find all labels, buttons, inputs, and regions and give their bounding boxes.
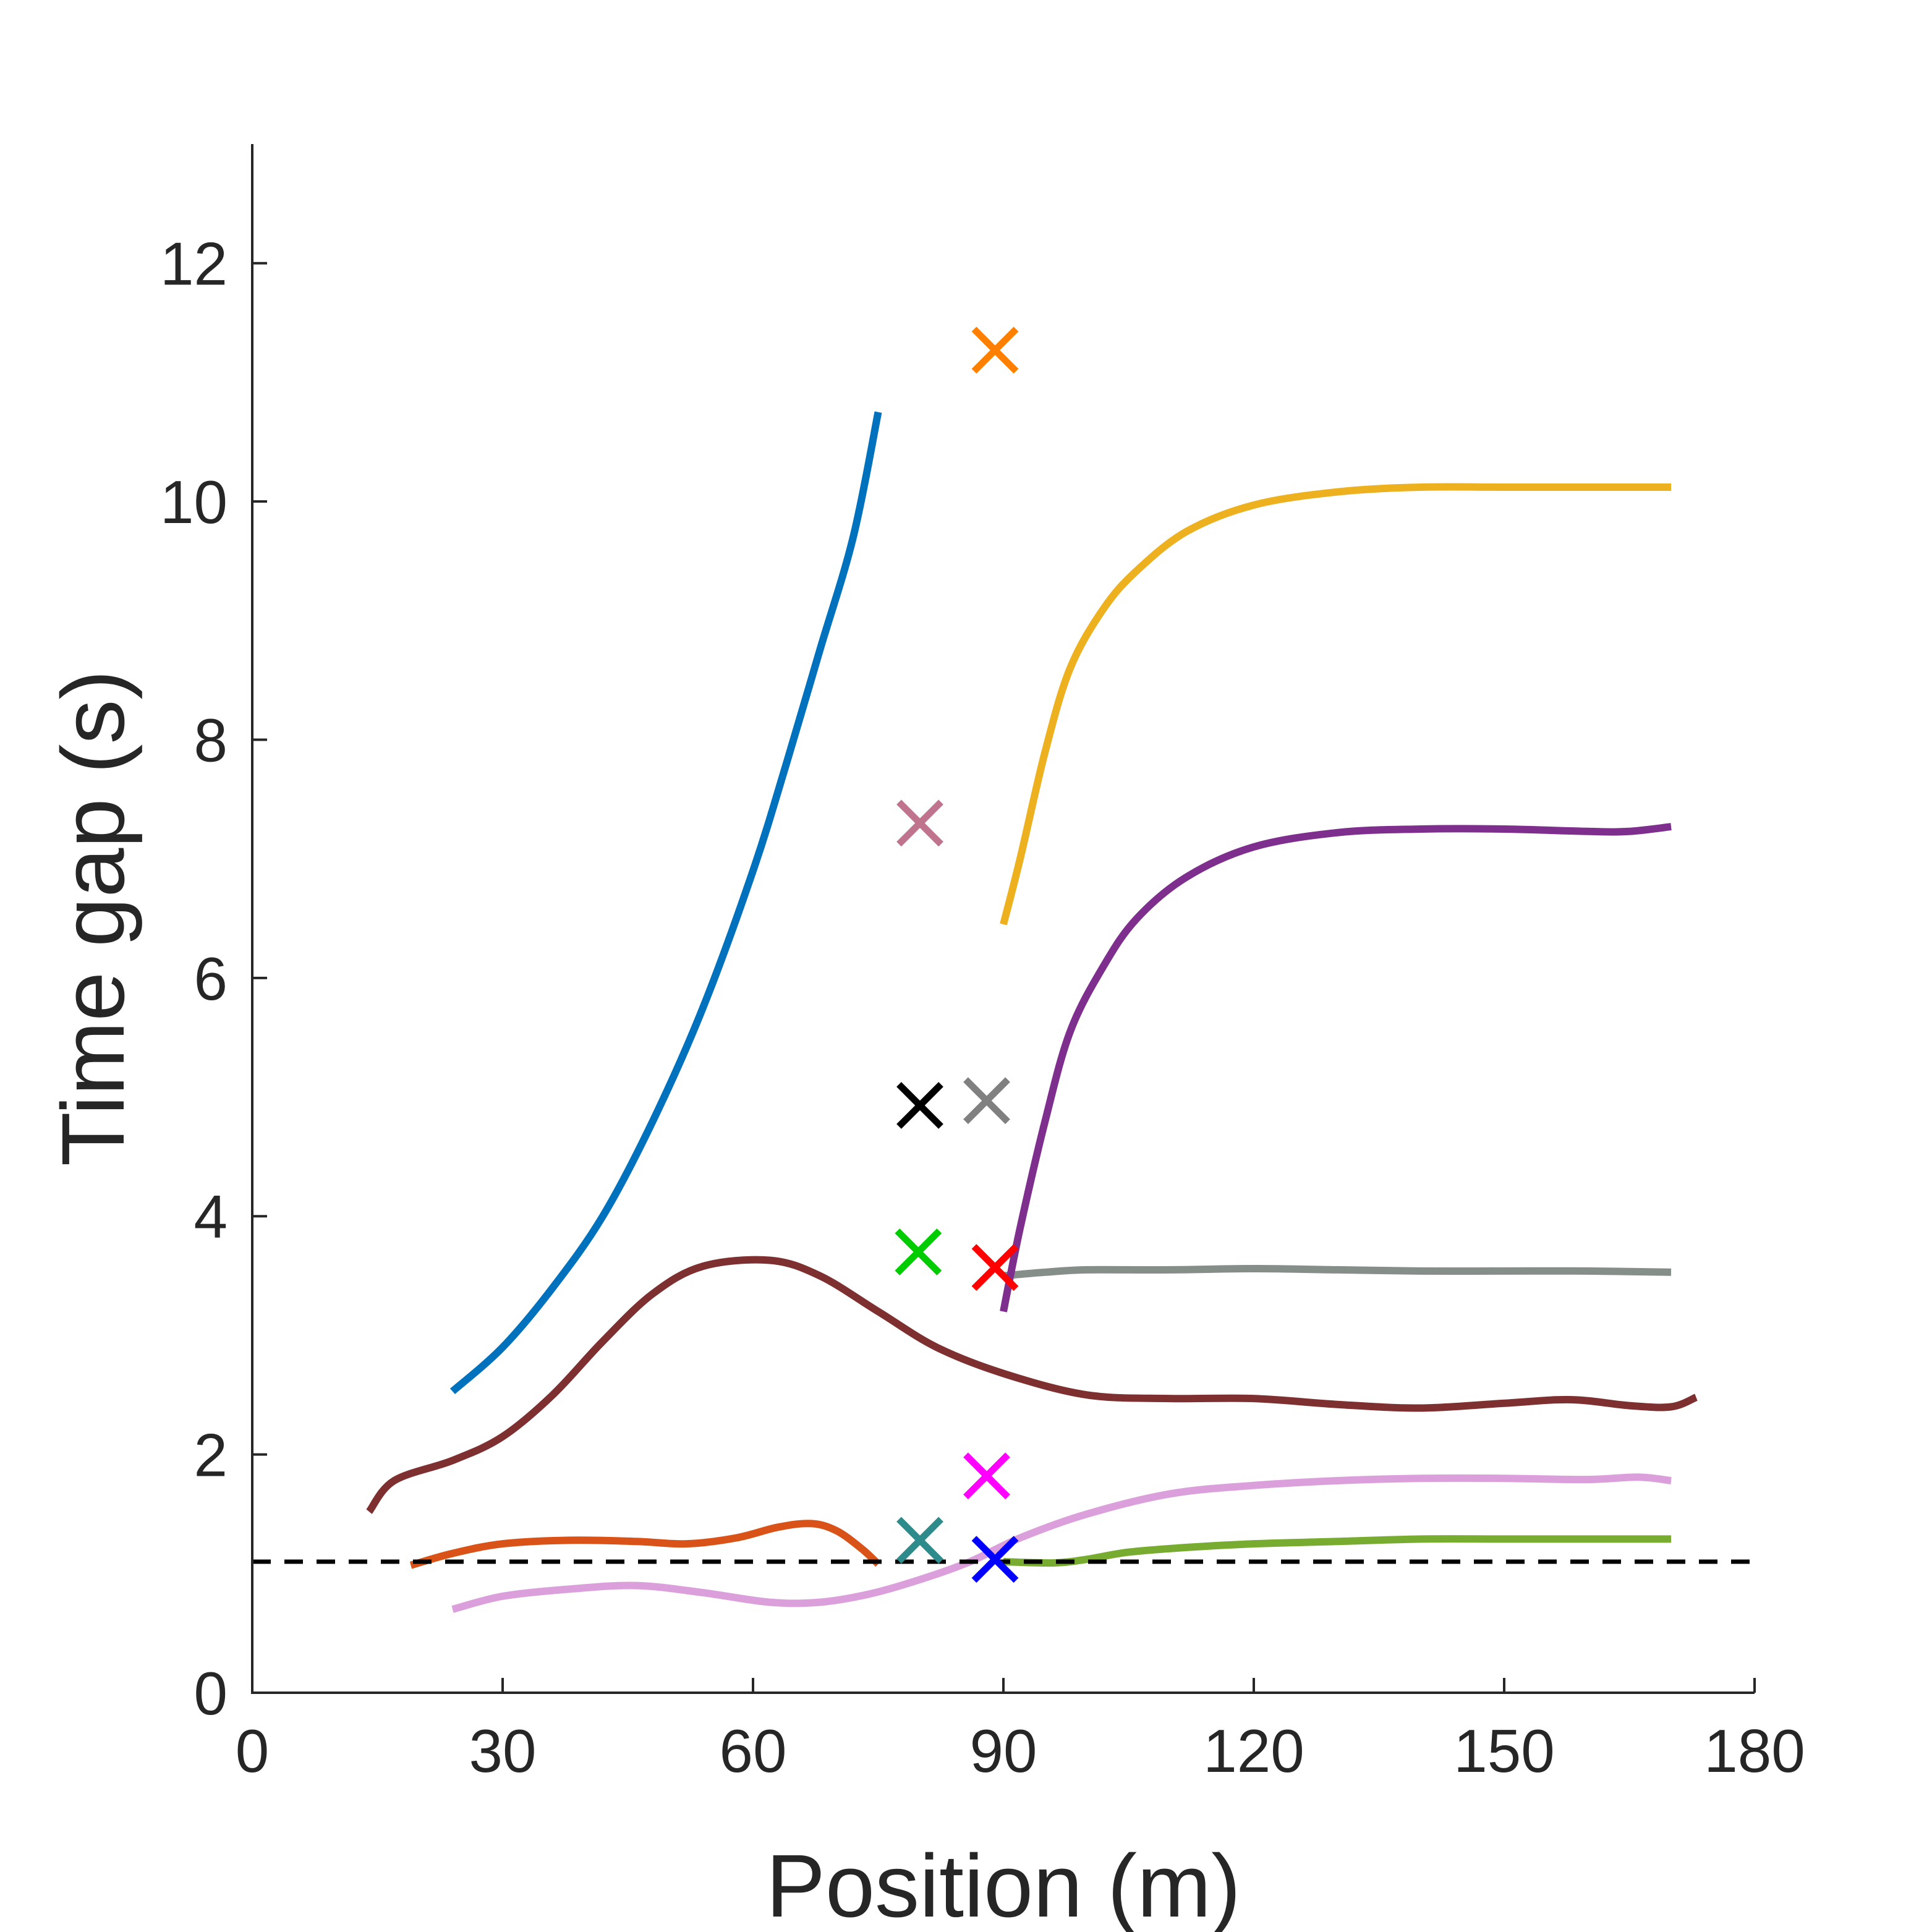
series-line-8 [1000,483,1671,926]
y-tick-label-12: 12 [160,230,228,298]
series-line-5 [1003,1535,1671,1567]
y-tick-label-2: 2 [194,1421,228,1489]
x-axis-label: Position (m) [766,1836,1241,1932]
x-marker-9 [971,1536,1019,1583]
series-line-1 [450,411,882,1395]
series-line-7 [1000,823,1672,1313]
x-marker-7 [963,1452,1010,1500]
x-marker-1 [971,326,1019,374]
x-tick-label-180: 180 [1704,1717,1805,1785]
x-tick-label-90: 90 [969,1717,1037,1785]
y-tick-label-0: 0 [194,1659,228,1727]
x-marker-4 [963,1077,1010,1125]
x-tick-label-120: 120 [1203,1717,1304,1785]
x-marker-3 [896,1082,943,1129]
x-tick-label-0: 0 [236,1717,270,1785]
x-marker-5 [895,1228,942,1275]
x-tick-label-30: 30 [469,1717,536,1785]
series-line-2 [366,1256,1698,1514]
x-marker-6 [971,1244,1019,1291]
y-tick-label-8: 8 [194,706,228,774]
x-marker-8 [896,1517,943,1564]
plot-area [252,326,1755,1613]
x-tick-label-150: 150 [1453,1717,1555,1785]
series-line-6 [1003,1265,1672,1280]
x-marker-2 [896,799,943,847]
y-tick-label-6: 6 [194,945,228,1013]
y-tick-label-4: 4 [194,1183,228,1251]
ticks: 0 30 60 90 120 150 180 0 2 4 6 8 10 12 [160,230,1805,1785]
x-tick-label-60: 60 [719,1717,786,1785]
series-line-3 [409,1520,881,1569]
y-axis-label: Time gap (s) [43,670,143,1167]
y-tick-label-10: 10 [160,468,228,536]
